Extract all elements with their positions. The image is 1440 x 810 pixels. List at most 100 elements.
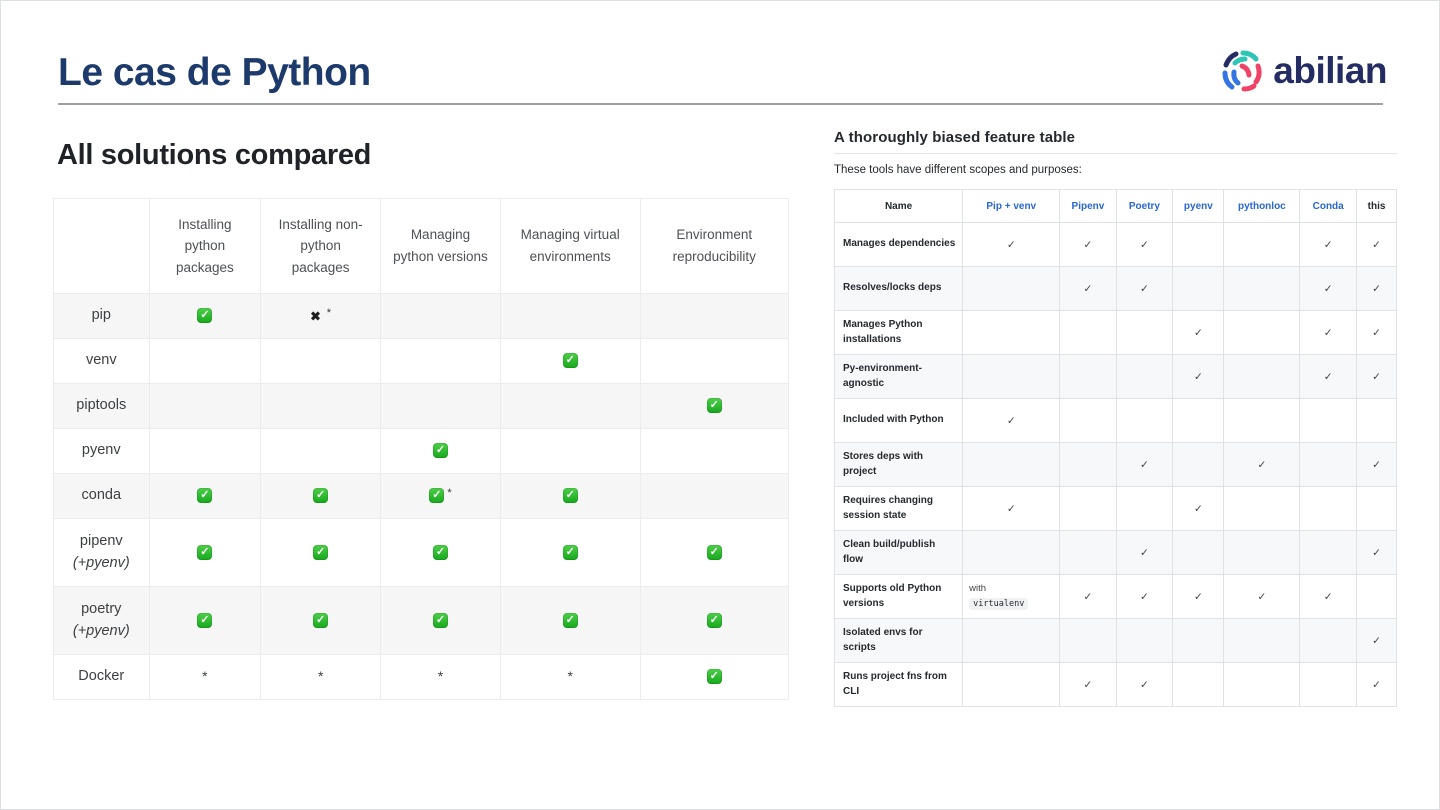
table-cell <box>1223 266 1301 311</box>
feature-table-body: Manages dependencies ✓ ✓ ✓ ✓ ✓ Resolves/locks … <box>833 222 1397 707</box>
column-header-environment-reproducibility: Environment reproducibility <box>639 198 789 294</box>
check-icon: ✓ <box>1372 238 1381 251</box>
table-row-piptools: piptools ✓ <box>53 383 789 429</box>
check-icon: ✓ <box>1193 326 1203 339</box>
table-row-pyenv: pyenv ✓ <box>53 428 789 474</box>
row-sublabel-text: (+pyenv) <box>72 554 130 571</box>
feature-table: Name Pip + venv Pipenv Poetry pyenv pythonloc… <box>833 189 1397 707</box>
asterisk-mark: * <box>317 668 324 684</box>
abilian-wordmark: abilian <box>1273 50 1387 91</box>
cross-icon: ✖ <box>310 309 321 324</box>
table-cell: ✓ <box>260 586 382 655</box>
column-link-conda[interactable]: Conda <box>1312 200 1344 212</box>
table-cell: ✓ <box>380 518 501 587</box>
table-cell <box>1223 310 1301 355</box>
column-header-poetry: Poetry <box>1115 189 1174 223</box>
table-cell: ✓ <box>1115 662 1174 707</box>
table-cell <box>639 293 789 339</box>
table-cell <box>1223 398 1301 443</box>
check-icon: ✓ <box>313 544 329 560</box>
table-cell: ✓ <box>148 586 262 655</box>
table-cell: with virtualenv <box>962 574 1061 619</box>
check-icon: ✓ <box>313 488 329 504</box>
check-icon: ✓ <box>1323 326 1333 339</box>
row-label-requires-changing-session-state: Requires changing session state <box>833 486 964 531</box>
heading-divider <box>834 153 1397 154</box>
row-label-stores-deps-with-project: Stores deps with project <box>833 442 964 487</box>
table-cell: ✓ <box>1059 222 1117 267</box>
table-cell <box>499 383 641 429</box>
table-cell: ✓ <box>499 473 641 519</box>
row-label-text: pip <box>91 307 111 324</box>
table-cell <box>1059 442 1117 487</box>
table-cell: ✓ <box>1299 354 1358 399</box>
table-cell: ✓ <box>1356 266 1397 311</box>
table-cell <box>962 266 1061 311</box>
table-cell <box>1059 486 1117 531</box>
column-header-pip-venv: Pip + venv <box>962 189 1061 223</box>
check-icon: ✓ <box>1193 590 1203 603</box>
table-cell <box>639 338 789 384</box>
column-link-pythonloc[interactable]: pythonloc <box>1237 200 1286 212</box>
table-cell <box>1299 618 1358 663</box>
row-label-text: piptools <box>76 397 127 414</box>
asterisk-mark: * <box>567 668 573 684</box>
table-cell: * <box>260 654 382 700</box>
row-label-piptools: piptools <box>53 383 150 429</box>
check-icon: ✓ <box>1323 282 1333 295</box>
solutions-heading: All solutions compared <box>57 139 372 171</box>
table-cell <box>1115 310 1174 355</box>
column-link-pipenv[interactable]: Pipenv <box>1071 200 1105 212</box>
check-icon: ✓ <box>1006 238 1016 251</box>
check-icon: ✓ <box>429 488 445 504</box>
table-cell: ✓ <box>1356 310 1397 355</box>
table-cell <box>1299 486 1358 531</box>
table-cell <box>499 428 641 474</box>
row-label-conda: conda <box>53 473 150 519</box>
check-icon: ✓ <box>1140 282 1149 295</box>
row-label-manages-python-installations: Manages Python installations <box>833 310 964 355</box>
table-cell: ✓ <box>1172 574 1225 619</box>
row-label-text: pyenv <box>81 442 121 459</box>
table-cell <box>1223 618 1301 663</box>
table-cell: * <box>380 654 501 700</box>
table-cell <box>1223 222 1301 267</box>
check-icon: ✓ <box>432 544 448 560</box>
column-header-managing-virtual-environments: Managing virtual environments <box>499 198 641 294</box>
table-cell: ✓ <box>1115 222 1174 267</box>
table-cell <box>962 618 1061 663</box>
feature-row-manages-python-installations: Manages Python installations ✓ ✓ ✓ <box>833 310 1397 355</box>
table-cell <box>380 383 501 429</box>
table-cell <box>1172 442 1225 487</box>
table-cell <box>260 338 382 384</box>
table-cell <box>1356 486 1397 531</box>
row-sublabel-text: (+pyenv) <box>72 622 130 639</box>
row-label-isolated-envs-for-scripts: Isolated envs for scripts <box>833 618 964 663</box>
column-header-managing-python-versions: Managing python versions <box>380 198 501 294</box>
table-cell: ✓ <box>639 586 789 655</box>
left-panel: All solutions compared Installing python… <box>53 135 789 700</box>
table-cell <box>1356 398 1397 443</box>
check-icon: ✓ <box>1372 326 1381 339</box>
table-cell: ✓ <box>1356 222 1397 267</box>
table-cell <box>962 530 1061 575</box>
table-cell: ✓ <box>1172 310 1225 355</box>
row-label-text: poetry <box>81 601 122 618</box>
check-icon: ✓ <box>197 488 213 504</box>
column-link-pip-venv[interactable]: Pip + venv <box>986 200 1037 212</box>
column-link-poetry[interactable]: Poetry <box>1128 200 1160 212</box>
feature-heading: A thoroughly biased feature table <box>834 129 1076 146</box>
column-link-pyenv[interactable]: pyenv <box>1183 200 1213 212</box>
solutions-table-header: Installing python packages Installing non… <box>53 198 789 294</box>
table-cell: ✓ <box>1356 442 1397 487</box>
table-cell: ✓ <box>962 398 1061 443</box>
table-cell <box>962 442 1061 487</box>
table-cell <box>1172 662 1225 707</box>
feature-row-py-environment-agnostic: Py-environment-agnostic ✓ ✓ ✓ <box>833 354 1397 399</box>
abilian-logo-mark-icon <box>1222 50 1262 92</box>
table-cell <box>260 383 382 429</box>
check-icon: ✓ <box>313 612 329 628</box>
table-cell <box>1172 222 1225 267</box>
check-icon: ✓ <box>1323 590 1333 603</box>
